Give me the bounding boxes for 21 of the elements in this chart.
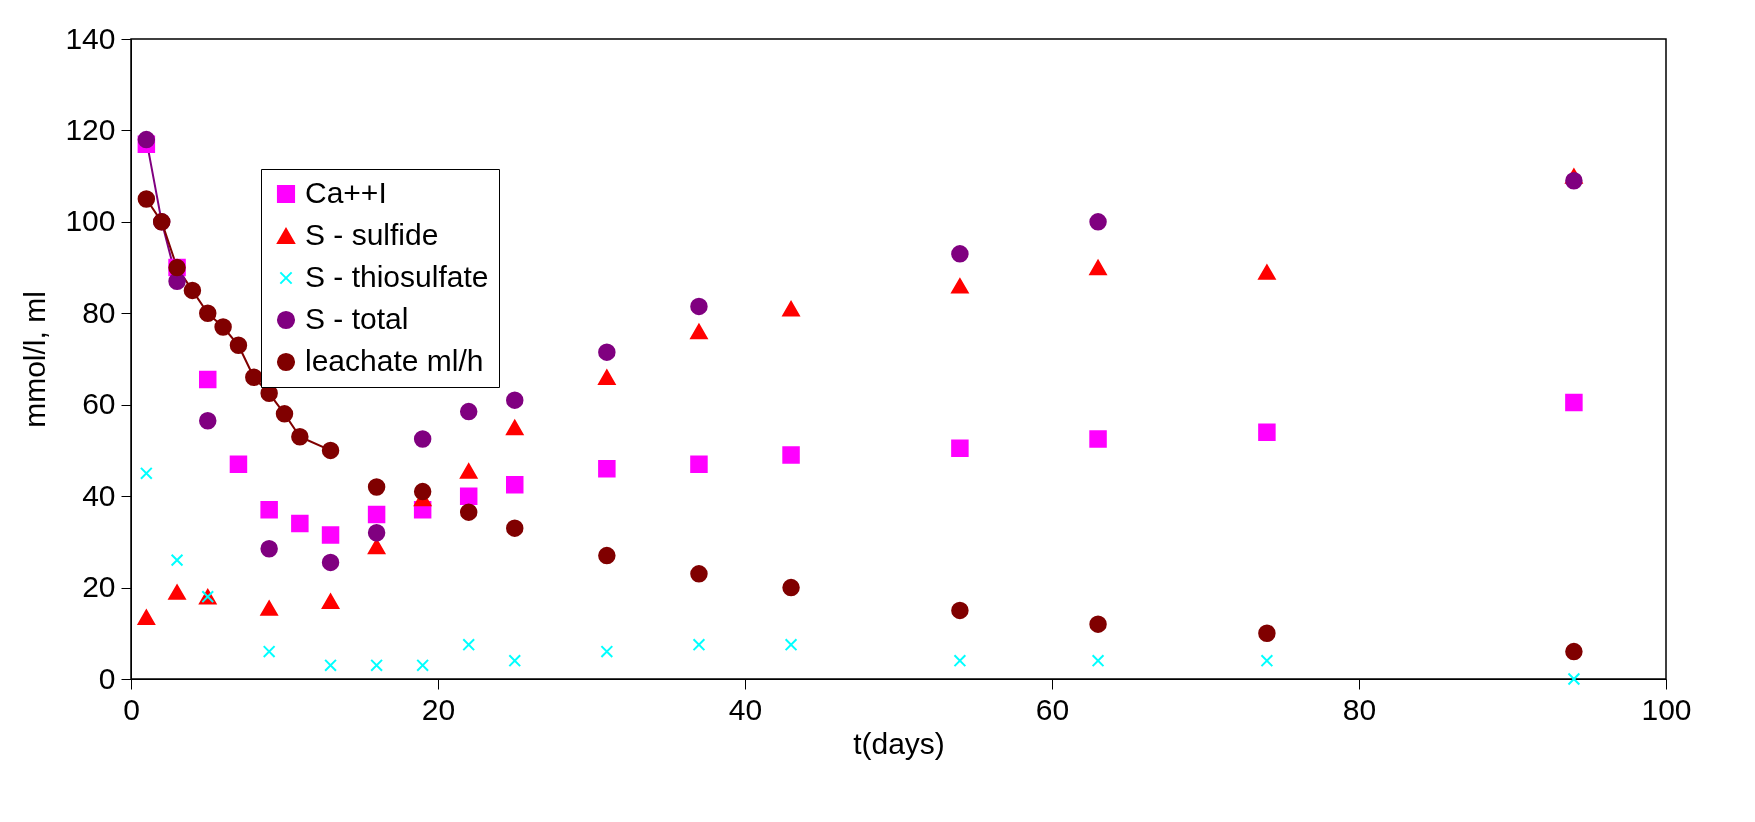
y-tick-label: 20 — [82, 570, 116, 604]
y-tick-label: 80 — [82, 295, 116, 329]
x-axis-title: t(days) — [853, 726, 945, 760]
x-tick-label: 20 — [421, 692, 456, 726]
x-tick-label: 0 — [123, 692, 140, 726]
y-tick-label: 120 — [65, 112, 116, 146]
y-tick-label: 60 — [82, 387, 116, 421]
y-axis-title: mmol/l, ml — [18, 291, 52, 428]
x-tick-label: 60 — [1035, 692, 1070, 726]
y-tick-label: 140 — [65, 21, 116, 55]
x-tick-label: 80 — [1342, 692, 1377, 726]
y-tick-label: 40 — [82, 478, 116, 512]
legend-label: S - total — [305, 302, 409, 335]
y-tick-label: 0 — [98, 661, 116, 695]
x-tick-label: 100 — [1641, 692, 1692, 726]
x-tick-label: 40 — [728, 692, 763, 726]
legend-label: S - sulfide — [305, 218, 439, 251]
y-tick-label: 100 — [65, 204, 116, 238]
legend-label: Ca++I — [305, 176, 387, 209]
legend-label: S - thiosulfate — [305, 260, 489, 293]
legend-label: leachate ml/h — [305, 344, 484, 377]
